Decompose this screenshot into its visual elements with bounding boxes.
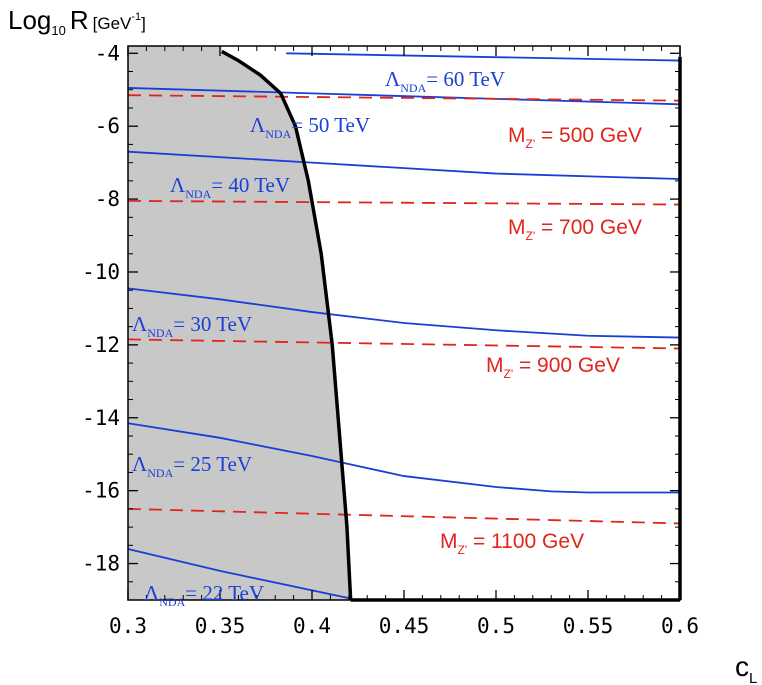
boundary-curve: [220, 49, 353, 601]
mz-label-value: = 500 GeV: [535, 124, 642, 147]
mz-series-label: MZ' = 700 GeV: [508, 216, 642, 243]
lambda-line-2: [127, 150, 681, 180]
x-tick-label: 0.5: [477, 614, 515, 638]
lambda-line-0: [286, 52, 681, 62]
x-tick-label: 0.4: [293, 614, 331, 638]
y-axis-label: Log10 R [GeV-1]: [8, 5, 146, 38]
lambda-line-5: [127, 548, 349, 600]
lambda-series-label: ΛNDA= 22 TeV: [144, 581, 264, 609]
lambda-label-sub: NDA: [400, 81, 426, 95]
lambda-label-sub: NDA: [147, 466, 173, 480]
mz-label-symbol: M: [508, 124, 526, 147]
mz-label-sub: Z': [526, 229, 536, 243]
mz-label-symbol: M: [508, 216, 526, 239]
mz-line-2: [127, 338, 681, 350]
lambda-line-1: [127, 87, 681, 106]
mz-series-label: MZ' = 500 GeV: [508, 124, 642, 151]
y-tick-label: -10: [82, 260, 120, 284]
lambda-series-label: ΛNDA= 50 TeV: [250, 113, 370, 141]
mz-line-3: [127, 507, 681, 525]
excluded-region-layer: [128, 46, 351, 600]
y-tick-label: -8: [95, 187, 120, 211]
mz-label-value: = 1100 GeV: [467, 530, 584, 553]
y-tick-label: -6: [95, 114, 120, 138]
lambda-label-sub: NDA: [185, 187, 211, 201]
lambda-series-label: ΛNDA= 25 TeV: [132, 452, 252, 480]
lambda-label-symbol: Λ: [132, 312, 148, 336]
x-tick-label: 0.45: [379, 614, 430, 638]
lambda-label-sub: NDA: [147, 326, 173, 340]
y-tick-label: -12: [82, 333, 120, 357]
mz-series-label: MZ' = 1100 GeV: [440, 530, 584, 557]
lambda-line-4: [127, 422, 680, 494]
lambda-label-symbol: Λ: [385, 67, 401, 91]
lambda-label-value: = 40 TeV: [211, 173, 290, 197]
mz-label-sub: Z': [504, 367, 514, 381]
y-tick-label: -16: [82, 479, 120, 503]
x-axis-label: cL: [735, 651, 757, 685]
lambda-label-value: = 22 TeV: [185, 581, 264, 605]
x-tick-label: 0.6: [661, 614, 699, 638]
lambda-label-symbol: Λ: [132, 452, 148, 476]
lambda-series-label: ΛNDA= 30 TeV: [132, 312, 252, 340]
lambda-series-label: ΛNDA= 40 TeV: [170, 173, 290, 201]
x-tick-label: 0.3: [109, 614, 147, 638]
y-tick-label: -18: [82, 552, 120, 576]
mz-label-value: = 700 GeV: [535, 216, 642, 239]
lambda-label-sub: NDA: [159, 595, 185, 609]
x-tick-label: 0.35: [195, 614, 246, 638]
lambda-label-value: = 60 TeV: [426, 67, 505, 91]
lambda-series-label: ΛNDA= 60 TeV: [385, 67, 505, 95]
lambda-label-symbol: Λ: [144, 581, 160, 605]
mz-label-sub: Z': [526, 137, 536, 151]
lambda-label-value: = 30 TeV: [173, 312, 252, 336]
excluded-region: [128, 46, 351, 600]
lambda-label-symbol: Λ: [250, 113, 266, 137]
mz-label-symbol: M: [440, 530, 458, 553]
mz-label-value: = 900 GeV: [513, 354, 620, 377]
mz-line-0: [127, 94, 681, 102]
x-tick-label: 0.55: [563, 614, 614, 638]
lambda-label-value: = 50 TeV: [291, 113, 370, 137]
tick-layer: -4 -6 -8 -10 -12 -14 -16 -18 0.3 0.35 0.4 0.45 0.5 0.…: [82, 41, 699, 638]
y-tick-label: -4: [95, 41, 120, 65]
mz-line-1: [127, 200, 681, 206]
mz-label-symbol: M: [486, 354, 504, 377]
lambda-line-3: [127, 287, 681, 339]
lambda-label-value: = 25 TeV: [173, 452, 252, 476]
mz-series-label: MZ' = 900 GeV: [486, 354, 620, 381]
y-tick-label: -14: [82, 406, 120, 430]
lambda-label-sub: NDA: [265, 127, 291, 141]
mz-label-sub: Z': [458, 543, 468, 557]
lambda-label-symbol: Λ: [170, 173, 186, 197]
